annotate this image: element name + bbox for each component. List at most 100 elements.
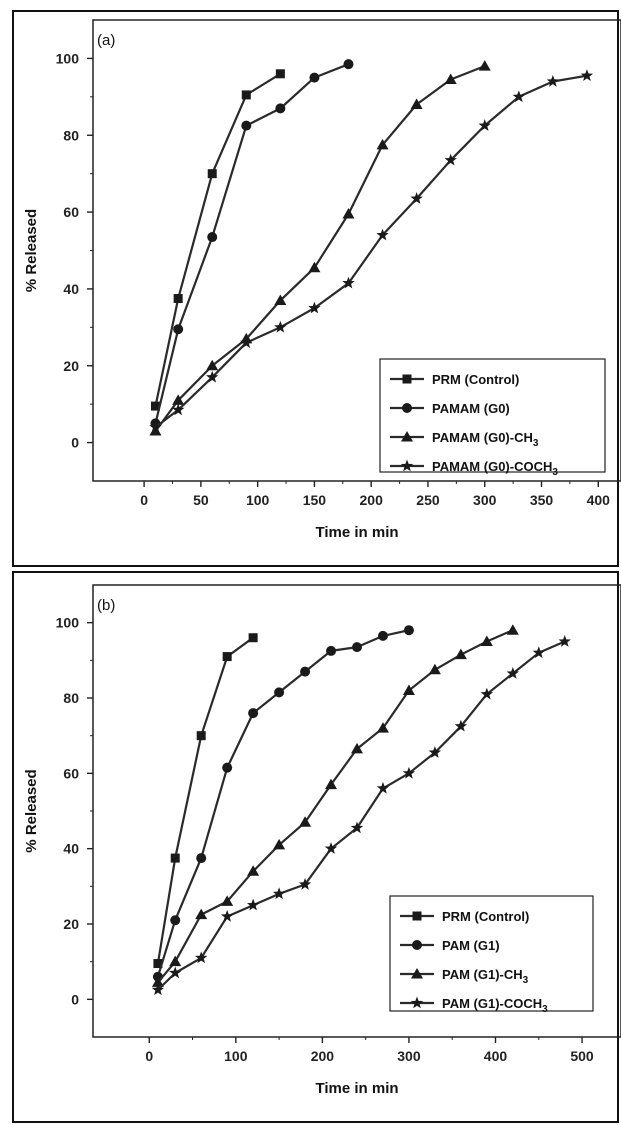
chart-a-data-point	[241, 90, 251, 100]
chart-a-legend-label: PRM (Control)	[432, 372, 519, 387]
chart-a-series-line	[154, 74, 588, 429]
chart-a-series-4	[149, 69, 594, 433]
chart-b-x-tick-label: 300	[397, 1048, 421, 1064]
chart-b-data-point	[325, 778, 338, 790]
chart-a-x-axis-title: Time in min	[315, 524, 398, 541]
chart-a-data-point	[308, 301, 321, 314]
chart-b-data-point	[248, 633, 258, 643]
chart-a-data-point	[274, 320, 287, 333]
chart-b-legend-marker	[411, 968, 423, 979]
chart-a-data-point	[308, 261, 321, 273]
chart-b-data-point	[428, 746, 442, 758]
chart-a-data-point	[309, 72, 320, 83]
chart-b-data-point	[196, 731, 206, 741]
chart-a-data-point	[206, 370, 219, 383]
chart-b-data-point	[324, 842, 338, 854]
chart-a-y-tick-label: 60	[63, 204, 79, 220]
chart-a-data-point	[171, 403, 185, 416]
chart-b-y-tick-label: 20	[63, 916, 79, 932]
chart-a-data-point	[241, 120, 252, 131]
chart-a-x-tick-label: 400	[587, 492, 611, 508]
chart-a-x-tick-label: 0	[140, 492, 148, 508]
chart-b-data-point	[169, 966, 182, 979]
chart-b-data-point	[532, 646, 545, 659]
chart-a-data-point	[478, 60, 491, 71]
chart-b-data-point	[376, 781, 390, 794]
chart-b-data-point	[480, 687, 494, 700]
chart-panel-b: 0 100 200 300 400 500 0 20 40 60 80 100 Time in min%…	[12, 571, 621, 1123]
chart-a-data-point	[546, 74, 560, 87]
chart-a-y-tick-label: 20	[63, 358, 79, 374]
chart-a-legend-label: PAMAM (G0)-CH3	[432, 430, 539, 449]
chart-a-legend-marker	[400, 459, 414, 472]
chart-a-data-point	[343, 59, 354, 70]
chart-b-data-point	[274, 687, 285, 698]
chart-a-x-tick-label: 350	[530, 492, 554, 508]
chart-b-y-tick-label: 100	[56, 615, 80, 631]
chart-b-data-point	[326, 645, 337, 656]
chart-a-y-axis-title: % Released	[23, 209, 40, 292]
chart-b-legend-label: PAM (G1)-CH3	[442, 967, 529, 986]
chart-b-data-point	[376, 722, 389, 733]
chart-a-y-tick-label: 100	[56, 50, 80, 66]
chart-b-data-point	[480, 635, 493, 646]
chart-a-data-point	[207, 232, 218, 243]
chart-b-data-point	[220, 909, 234, 922]
chart-b-data-point	[153, 959, 163, 969]
chart-a-panel-label: (a)	[97, 32, 115, 49]
chart-b-series-2	[152, 625, 414, 982]
chart-b-data-point	[221, 895, 234, 906]
chart-a-data-point	[342, 208, 355, 219]
chart-panel-a: 0 50 100 150 200 250 300 350 400 0 20 40 60 80 100 Time…	[12, 10, 621, 567]
chart-b-data-point	[247, 865, 260, 876]
chart-a-legend-label: PAMAM (G0)-COCH3	[432, 459, 558, 478]
chart-a-data-point	[478, 119, 491, 131]
chart-b-data-point	[272, 887, 286, 900]
chart-a-data-point	[172, 394, 185, 405]
chart-b-y-axis-title: % Released	[23, 769, 40, 852]
chart-b-data-point	[196, 853, 207, 864]
chart-a-data-point	[274, 294, 287, 305]
chart-a-data-point	[206, 359, 219, 371]
chart-b-y-tick-label: 60	[63, 765, 79, 781]
chart-a-x-tick-label: 200	[360, 492, 384, 508]
chart-b-data-point	[222, 652, 232, 662]
chart-a-data-point	[240, 336, 253, 348]
chart-b-data-point	[300, 666, 311, 677]
chart-b-x-tick-label: 400	[484, 1048, 508, 1064]
chart-b-data-point	[506, 624, 519, 635]
chart-a-y-tick-label: 80	[63, 127, 79, 143]
chart-a-legend-marker	[402, 374, 412, 384]
chart-b-legend-label: PAM (G1)	[442, 938, 500, 953]
chart-b-y-tick-label: 0	[71, 991, 79, 1007]
chart-a-x-tick-label: 300	[473, 492, 497, 508]
chart-a-data-point	[149, 420, 162, 433]
chart-b-data-point	[402, 766, 416, 779]
chart-b-data-point	[298, 877, 312, 890]
chart-a-legend-marker	[401, 431, 413, 442]
chart-a-x-tick-label: 250	[416, 492, 440, 508]
chart-a-y-tick-label: 40	[63, 281, 79, 297]
chart-a-data-point	[150, 401, 160, 411]
chart-a-y-tick-label: 0	[71, 435, 79, 451]
chart-a-series-line	[154, 63, 349, 424]
chart-a-data-point	[580, 69, 594, 81]
chart-a-data-point	[512, 90, 525, 103]
chart-b-legend-marker	[412, 911, 422, 921]
chart-b-series-4	[151, 635, 571, 996]
chart-b-data-point	[506, 667, 519, 679]
chart-b-data-point	[454, 719, 468, 732]
chart-a-data-point	[149, 425, 162, 436]
chart-a-data-point	[444, 153, 457, 166]
chart-a-series-2	[150, 59, 354, 429]
chart-b-y-tick-label: 80	[63, 690, 79, 706]
chart-b-data-point	[246, 898, 260, 911]
chart-a-data-point	[173, 324, 184, 335]
chart-a-data-point	[410, 192, 423, 204]
chart-b-data-point	[403, 625, 414, 636]
chart-b-data-point	[222, 762, 233, 773]
chart-b-data-point	[170, 915, 181, 926]
chart-b-data-point	[351, 742, 363, 754]
chart-a-x-tick-label: 100	[246, 492, 270, 508]
chart-b-data-point	[402, 684, 415, 695]
